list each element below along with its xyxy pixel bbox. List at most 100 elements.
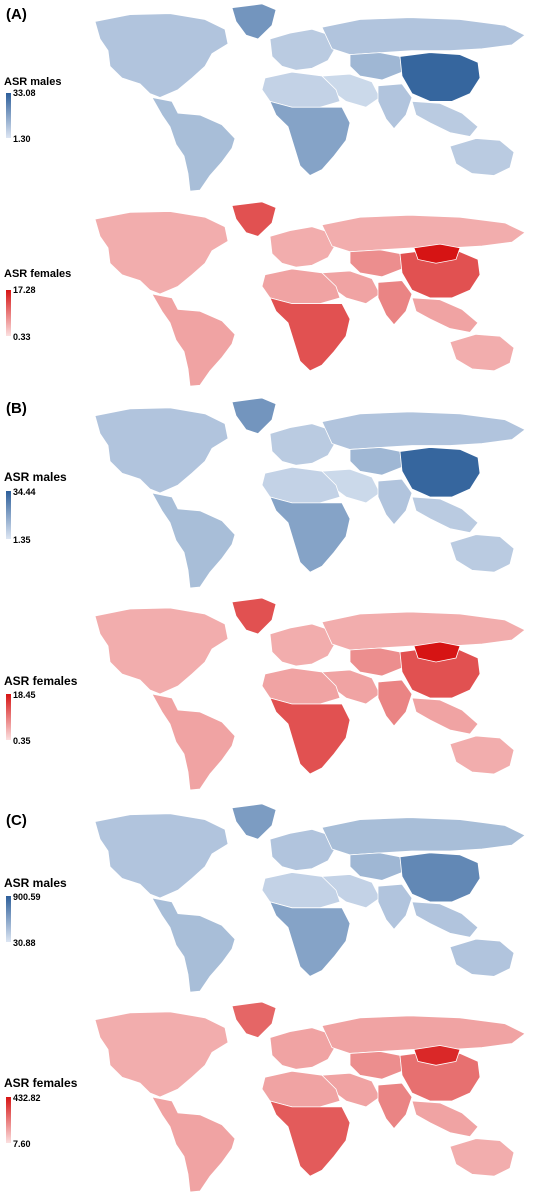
region-europe	[269, 623, 337, 667]
region-central-asia	[349, 52, 403, 81]
legend-min-value: 0.33	[13, 332, 31, 342]
legend-color-bar	[6, 1097, 11, 1143]
legend-max-value: 900.59	[13, 892, 41, 902]
legend-min-value: 1.35	[13, 535, 31, 545]
region-europe	[269, 828, 337, 871]
legend-color-bar	[6, 491, 11, 539]
legend-max-value: 33.08	[13, 88, 36, 98]
region-latin-america	[151, 693, 236, 791]
panel-label-b: (B)	[6, 400, 27, 417]
region-sub-saharan-africa	[269, 697, 351, 775]
legend-title: ASR females	[4, 268, 72, 280]
region-north-africa	[261, 466, 341, 504]
region-sub-saharan-africa	[269, 100, 351, 176]
region-latin-america	[151, 897, 236, 993]
region-south-asia	[377, 280, 413, 326]
region-australia	[449, 735, 515, 775]
legend-title: ASR females	[4, 674, 78, 688]
region-russia	[321, 17, 526, 55]
region-north-america	[94, 211, 229, 295]
map-svg	[94, 3, 526, 192]
legend-max-value: 432.82	[13, 1093, 41, 1103]
region-greenland	[231, 397, 277, 435]
region-south-asia	[377, 883, 413, 930]
region-europe	[269, 1027, 337, 1070]
region-greenland	[231, 3, 277, 40]
region-mongolia	[413, 243, 461, 264]
region-north-america	[94, 407, 229, 494]
region-north-america	[94, 13, 229, 98]
region-north-africa	[261, 667, 341, 705]
region-latin-america	[151, 293, 236, 387]
region-australia	[449, 138, 515, 176]
legend-color-bar	[6, 694, 11, 740]
region-sub-saharan-africa	[269, 496, 351, 573]
world-map-females-a: ASR females 17.28 0.33	[0, 198, 550, 390]
region-sub-saharan-africa	[269, 1100, 351, 1177]
region-north-africa	[261, 71, 341, 108]
region-north-america	[94, 607, 229, 695]
region-mongolia	[413, 1045, 461, 1066]
map-svg	[94, 597, 526, 791]
world-map-males-c: ASR males 900.59 30.88	[0, 800, 550, 996]
legend-min-value: 30.88	[13, 938, 36, 948]
region-china	[399, 52, 481, 102]
legend-color-bar	[6, 896, 11, 942]
region-southeast-asia	[411, 297, 479, 333]
region-greenland	[231, 597, 277, 635]
region-mongolia	[413, 641, 461, 663]
region-central-asia	[349, 447, 403, 476]
region-central-asia	[349, 1051, 403, 1080]
region-southeast-asia	[411, 100, 479, 137]
region-southeast-asia	[411, 1100, 479, 1138]
legend-title: ASR females	[4, 1076, 78, 1090]
region-europe	[269, 28, 337, 71]
legend-title: ASR males	[4, 470, 67, 484]
region-australia	[449, 938, 515, 977]
region-australia	[449, 1138, 515, 1177]
panel-label-a: (A)	[6, 6, 27, 23]
region-latin-america	[151, 1096, 236, 1193]
legend-max-value: 34.44	[13, 487, 36, 497]
region-central-asia	[349, 647, 403, 677]
region-north-america	[94, 1011, 229, 1098]
legend-title: ASR males	[4, 76, 62, 88]
legend-min-value: 1.30	[13, 134, 31, 144]
legend-min-value: 7.60	[13, 1139, 31, 1149]
region-china	[399, 852, 481, 903]
world-map-females-b: ASR females 18.45 0.35	[0, 594, 550, 794]
region-china	[399, 447, 481, 498]
region-south-asia	[377, 1082, 413, 1130]
region-russia	[321, 817, 526, 856]
region-north-america	[94, 813, 229, 899]
region-europe	[269, 423, 337, 466]
region-greenland	[231, 1001, 277, 1039]
region-south-asia	[377, 679, 413, 727]
map-svg	[94, 201, 526, 387]
panel-label-c: (C)	[6, 812, 27, 829]
region-southeast-asia	[411, 496, 479, 534]
region-sub-saharan-africa	[269, 297, 351, 372]
world-map-females-c: ASR females 432.82 7.60	[0, 998, 550, 1196]
region-sub-saharan-africa	[269, 901, 351, 977]
region-greenland	[231, 803, 277, 840]
region-latin-america	[151, 96, 236, 192]
legend-min-value: 0.35	[13, 736, 31, 746]
region-north-africa	[261, 1070, 341, 1108]
region-south-asia	[377, 478, 413, 526]
region-europe	[269, 226, 337, 268]
region-central-asia	[349, 249, 403, 278]
region-latin-america	[151, 492, 236, 589]
legend-max-value: 18.45	[13, 690, 36, 700]
world-map-males-a: ASR males 33.08 1.30	[0, 0, 550, 195]
legend-title: ASR males	[4, 876, 67, 890]
region-south-asia	[377, 83, 413, 130]
map-svg	[94, 803, 526, 993]
map-svg	[94, 1001, 526, 1193]
legend-max-value: 17.28	[13, 285, 36, 295]
region-southeast-asia	[411, 697, 479, 735]
region-russia	[321, 411, 526, 450]
legend-color-bar	[6, 290, 11, 336]
map-svg	[94, 397, 526, 589]
region-australia	[449, 333, 515, 372]
